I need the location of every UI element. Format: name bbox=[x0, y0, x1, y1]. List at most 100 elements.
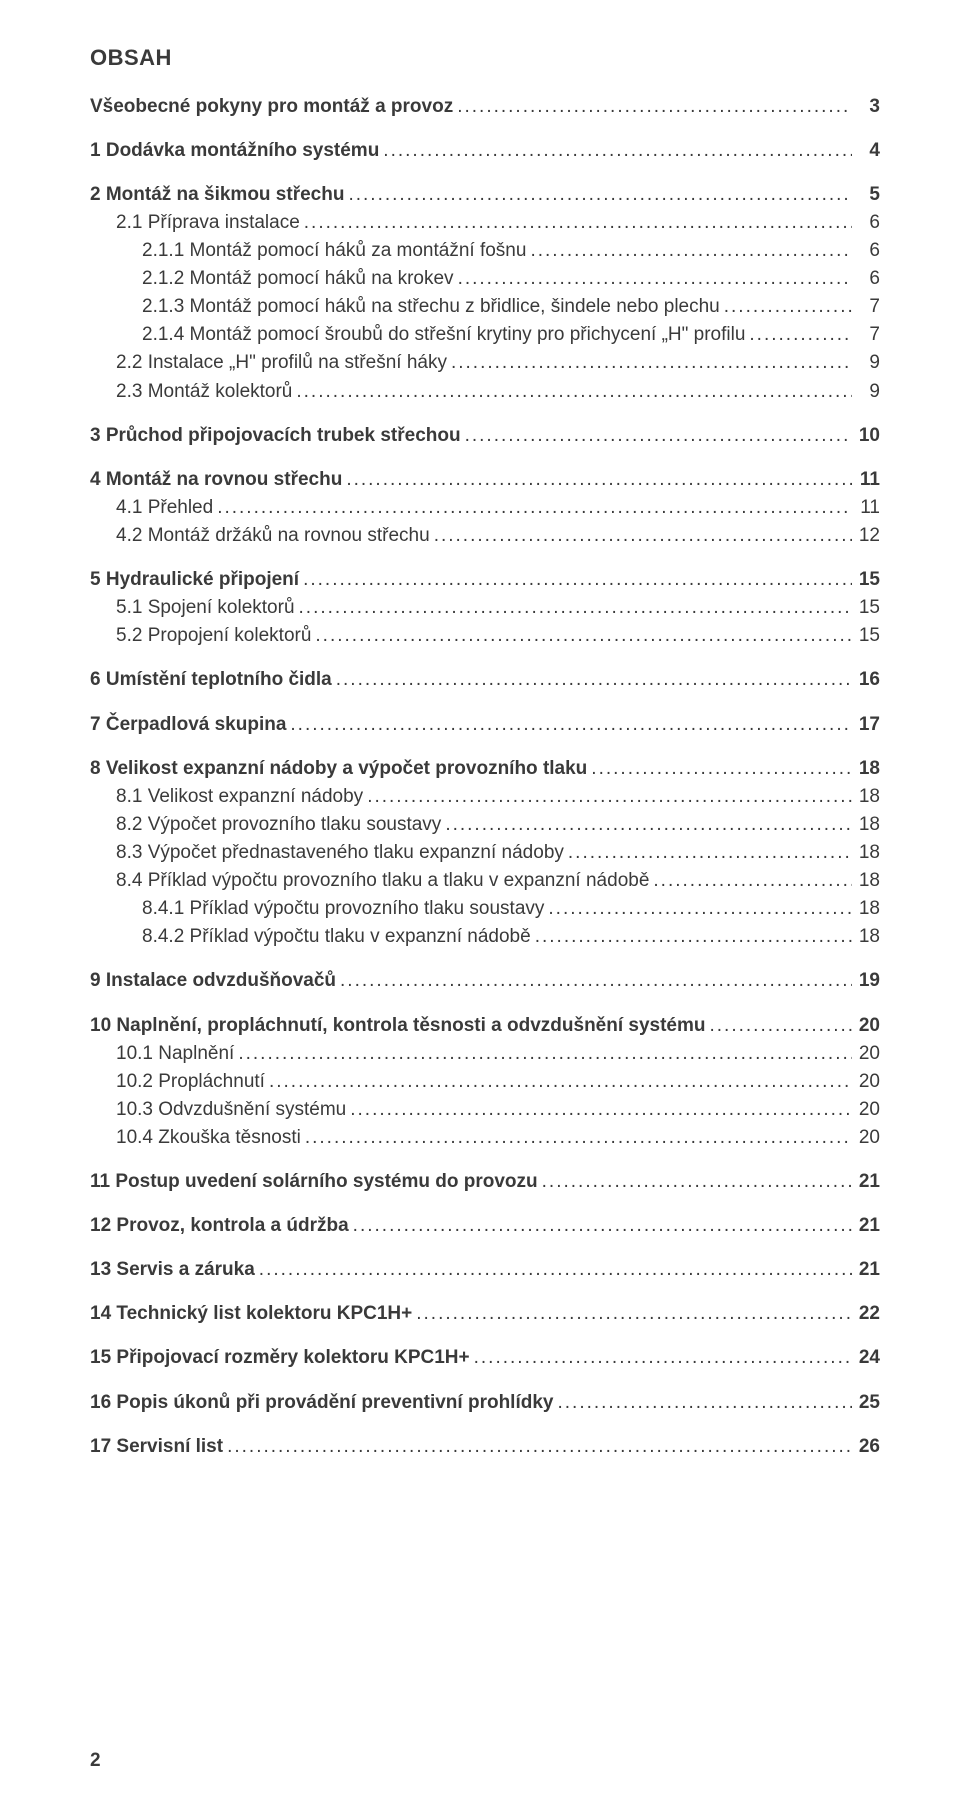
toc-entry-page: 11 bbox=[856, 466, 880, 494]
toc-entry-label: 10.3 Odvzdušnění systému bbox=[116, 1096, 346, 1124]
toc-entry-leader bbox=[535, 923, 852, 951]
toc-entry: 8.4 Příklad výpočtu provozního tlaku a t… bbox=[90, 867, 880, 895]
toc-entry: 12 Provoz, kontrola a údržba21 bbox=[90, 1212, 880, 1240]
toc-entry-page: 6 bbox=[856, 237, 880, 265]
toc-entry-page: 5 bbox=[856, 181, 880, 209]
toc-entry-leader bbox=[238, 1040, 852, 1068]
toc-entry-leader bbox=[465, 422, 852, 450]
toc-entry-leader bbox=[290, 711, 852, 739]
toc-entry: 3 Průchod připojovacích trubek střechou1… bbox=[90, 422, 880, 450]
toc-entry-leader bbox=[350, 1096, 852, 1124]
toc-entry-page: 25 bbox=[856, 1389, 880, 1417]
toc-entry-label: Všeobecné pokyny pro montáž a provoz bbox=[90, 93, 453, 121]
toc-entry-label: 2.1.4 Montáž pomocí šroubů do střešní kr… bbox=[142, 321, 745, 349]
toc-entry-label: 10.2 Propláchnutí bbox=[116, 1068, 265, 1096]
toc-entry-label: 1 Dodávka montážního systému bbox=[90, 137, 379, 165]
toc-entry: 10 Naplnění, propláchnutí, kontrola těsn… bbox=[90, 1012, 880, 1040]
toc-entry-label: 10.1 Naplnění bbox=[116, 1040, 234, 1068]
toc-entry-leader bbox=[445, 811, 852, 839]
toc-entry-leader bbox=[434, 522, 852, 550]
toc-entry-leader bbox=[227, 1433, 852, 1461]
toc-entry-label: 5.1 Spojení kolektorů bbox=[116, 594, 295, 622]
toc-entry-page: 10 bbox=[856, 422, 880, 450]
toc-entry-leader bbox=[557, 1389, 852, 1417]
toc-entry: 5 Hydraulické připojení15 bbox=[90, 566, 880, 594]
toc-entry-page: 20 bbox=[856, 1012, 880, 1040]
toc-entry-page: 7 bbox=[856, 293, 880, 321]
toc-entry: 4 Montáž na rovnou střechu11 bbox=[90, 466, 880, 494]
toc-entry: 2.1 Příprava instalace6 bbox=[90, 209, 880, 237]
toc-entry-label: 9 Instalace odvzdušňovačů bbox=[90, 967, 336, 995]
toc-entry-label: 7 Čerpadlová skupina bbox=[90, 711, 286, 739]
toc-entry-page: 22 bbox=[856, 1300, 880, 1328]
toc-entry-page: 20 bbox=[856, 1124, 880, 1152]
toc-entry: 2.1.3 Montáž pomocí háků na střechu z bř… bbox=[90, 293, 880, 321]
toc-entry-leader bbox=[269, 1068, 852, 1096]
toc-entry: 4.2 Montáž držáků na rovnou střechu12 bbox=[90, 522, 880, 550]
toc-entry-leader bbox=[457, 93, 852, 121]
toc-entry-label: 16 Popis úkonů při provádění preventivní… bbox=[90, 1389, 553, 1417]
page-container: OBSAH Všeobecné pokyny pro montáž a prov… bbox=[0, 0, 960, 1811]
toc-entry-label: 2.1.3 Montáž pomocí háků na střechu z bř… bbox=[142, 293, 720, 321]
toc-entry-label: 2.3 Montáž kolektorů bbox=[116, 378, 292, 406]
toc-entry-page: 18 bbox=[856, 839, 880, 867]
toc-entry-leader bbox=[353, 1212, 852, 1240]
toc-entry-leader bbox=[530, 237, 852, 265]
toc-entry-page: 3 bbox=[856, 93, 880, 121]
toc-entry-page: 19 bbox=[856, 967, 880, 995]
toc-entry-leader bbox=[346, 466, 852, 494]
toc-entry: 10.4 Zkouška těsnosti 20 bbox=[90, 1124, 880, 1152]
toc-entry-label: 2.1.2 Montáž pomocí háků na krokev bbox=[142, 265, 454, 293]
toc-entry: 6 Umístění teplotního čidla 16 bbox=[90, 666, 880, 694]
toc-entry-page: 21 bbox=[856, 1212, 880, 1240]
toc-entry-label: 15 Připojovací rozměry kolektoru KPC1H+ bbox=[90, 1344, 470, 1372]
toc-entry-label: 6 Umístění teplotního čidla bbox=[90, 666, 332, 694]
toc-entry-page: 12 bbox=[856, 522, 880, 550]
toc-entry-label: 10.4 Zkouška těsnosti bbox=[116, 1124, 301, 1152]
toc-entry-page: 6 bbox=[856, 265, 880, 293]
toc-entry-label: 5.2 Propojení kolektorů bbox=[116, 622, 311, 650]
toc-entry-label: 8.4.1 Příklad výpočtu provozního tlaku s… bbox=[142, 895, 544, 923]
toc-entry-label: 2.2 Instalace „H" profilů na střešní hák… bbox=[116, 349, 447, 377]
toc-entry-page: 4 bbox=[856, 137, 880, 165]
toc-entry-leader bbox=[340, 967, 852, 995]
toc-entry-page: 20 bbox=[856, 1040, 880, 1068]
toc-entry: 16 Popis úkonů při provádění preventivní… bbox=[90, 1389, 880, 1417]
toc-entry-page: 18 bbox=[856, 895, 880, 923]
toc-entry-label: 11 Postup uvedení solárního systému do p… bbox=[90, 1168, 538, 1196]
toc-entry-leader bbox=[548, 895, 852, 923]
toc-entry: 13 Servis a záruka21 bbox=[90, 1256, 880, 1284]
toc-entry: 2.1.1 Montáž pomocí háků za montážní foš… bbox=[90, 237, 880, 265]
toc-entry-leader bbox=[710, 1012, 853, 1040]
toc-entry: 14 Technický list kolektoru KPC1H+22 bbox=[90, 1300, 880, 1328]
toc-entry: 2.2 Instalace „H" profilů na střešní hák… bbox=[90, 349, 880, 377]
toc-entry-page: 7 bbox=[856, 321, 880, 349]
toc-body: Všeobecné pokyny pro montáž a provoz 3 1 D… bbox=[90, 93, 880, 1461]
toc-entry-page: 9 bbox=[856, 378, 880, 406]
toc-entry-label: 8 Velikost expanzní nádoby a výpočet pro… bbox=[90, 755, 587, 783]
toc-entry: Všeobecné pokyny pro montáž a provoz 3 bbox=[90, 93, 880, 121]
toc-entry-leader bbox=[724, 293, 852, 321]
toc-entry-leader bbox=[653, 867, 852, 895]
toc-entry-leader bbox=[217, 494, 852, 522]
toc-entry-page: 6 bbox=[856, 209, 880, 237]
toc-entry-leader bbox=[749, 321, 852, 349]
toc-entry: 8.3 Výpočet přednastaveného tlaku expanz… bbox=[90, 839, 880, 867]
toc-entry: 5.1 Spojení kolektorů 15 bbox=[90, 594, 880, 622]
toc-entry: 17 Servisní list26 bbox=[90, 1433, 880, 1461]
toc-entry-leader bbox=[259, 1256, 852, 1284]
toc-entry: 10.1 Naplnění 20 bbox=[90, 1040, 880, 1068]
toc-entry-label: 4.1 Přehled bbox=[116, 494, 213, 522]
toc-entry-page: 18 bbox=[856, 755, 880, 783]
toc-entry-page: 16 bbox=[856, 666, 880, 694]
toc-entry: 2.3 Montáž kolektorů 9 bbox=[90, 378, 880, 406]
toc-entry-label: 8.3 Výpočet přednastaveného tlaku expanz… bbox=[116, 839, 564, 867]
toc-entry-page: 15 bbox=[856, 594, 880, 622]
toc-entry-label: 8.4 Příklad výpočtu provozního tlaku a t… bbox=[116, 867, 649, 895]
toc-entry-leader bbox=[367, 783, 852, 811]
toc-entry: 5.2 Propojení kolektorů15 bbox=[90, 622, 880, 650]
toc-entry-leader bbox=[304, 209, 852, 237]
toc-entry-leader bbox=[299, 594, 852, 622]
toc-entry: 2.1.4 Montáž pomocí šroubů do střešní kr… bbox=[90, 321, 880, 349]
toc-entry-page: 11 bbox=[856, 494, 880, 522]
